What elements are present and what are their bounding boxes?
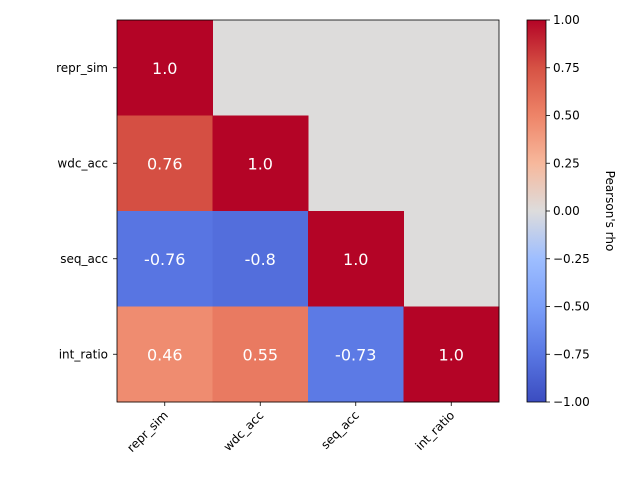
cell-value-label: 1.0 [152, 59, 177, 78]
colorbar-gradient [526, 19, 547, 403]
cell-value-label: 0.55 [242, 345, 278, 364]
x-tick-label: wdc_acc [221, 408, 267, 454]
colorbar-tick-label: −0.50 [553, 300, 590, 314]
y-tick-label: int_ratio [59, 347, 108, 361]
heatmap-cell [308, 306, 404, 403]
heatmap-cell [212, 306, 309, 403]
heatmap-cell [117, 211, 213, 307]
heatmap-cell [403, 306, 500, 403]
colorbar-tick-label: 1.00 [553, 13, 580, 27]
colorbar-tick-label: −0.75 [553, 347, 590, 361]
x-tick-label: int_ratio [413, 408, 458, 453]
colorbar-tick-label: 0.50 [553, 109, 580, 123]
y-tick-label: repr_sim [56, 61, 108, 75]
cell-value-label: 1.0 [248, 154, 273, 173]
heatmap-cell [212, 115, 309, 212]
colorbar-tick-label: 0.25 [553, 156, 580, 170]
heatmap-cell [308, 211, 404, 307]
cell-value-label: -0.76 [144, 250, 185, 269]
heatmap-cell [117, 20, 213, 116]
cell-value-label: -0.8 [245, 250, 276, 269]
colorbar: 1.00 0.75 0.50 0.25 0.00 −0.25 −0.50 −0.75 −1.00… [526, 13, 617, 409]
cell-value-label: -0.73 [335, 345, 376, 364]
heatmap-cell [117, 306, 213, 403]
x-tick-label: seq_acc [318, 408, 362, 452]
colorbar-tick-label: 0.75 [553, 61, 580, 75]
y-tick-label: seq_acc [60, 252, 108, 266]
heatmap-plot-area: 1.0 0.76 1.0 -0.76 -0.8 1.0 0.46 0.55 -0.73 1.0 re… [56, 19, 500, 455]
colorbar-tick-label: 0.00 [553, 204, 580, 218]
cell-value-label: 0.46 [147, 345, 183, 364]
heatmap-cell [212, 211, 309, 307]
plot-frame [116, 19, 500, 403]
y-tick-label: wdc_acc [57, 156, 108, 170]
cell-value-label: 1.0 [343, 250, 368, 269]
cell-value-label: 0.76 [147, 154, 183, 173]
colorbar-label: Pearson's rho [603, 171, 617, 252]
heatmap-cell [117, 115, 213, 212]
colorbar-tick-label: −0.25 [553, 252, 590, 266]
colorbar-tick-label: −1.00 [553, 395, 590, 409]
cell-value-label: 1.0 [439, 345, 464, 364]
x-tick-label: repr_sim [124, 408, 171, 455]
